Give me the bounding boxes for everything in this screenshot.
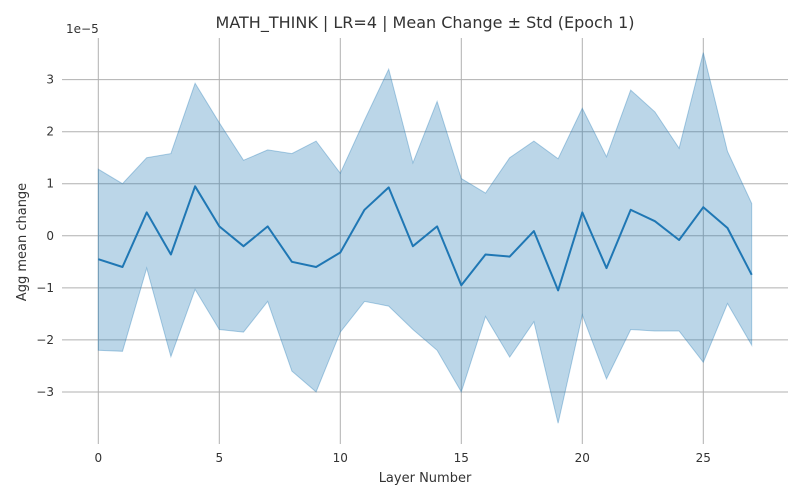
x-axis-label: Layer Number [379,471,472,486]
chart-title: MATH_THINK | LR=4 | Mean Change ± Std (E… [216,13,635,33]
x-tick-label: 25 [696,451,711,465]
y-tick-label: 1 [46,177,54,191]
y-axis-label: Agg mean change [15,183,30,301]
y-tick-label: 2 [46,125,54,139]
y-tick-labels: −3 −2 −1 0 1 2 3 [36,73,54,399]
y-tick-label: −2 [36,333,54,347]
std-band-layer [97,52,753,424]
x-tick-label: 5 [215,451,223,465]
x-tick-label: 0 [94,451,102,465]
x-tick-label: 10 [333,451,348,465]
y-tick-label: 3 [46,73,54,87]
grid [62,38,788,444]
x-tick-label: 15 [454,451,469,465]
mean-line-layer [97,185,753,292]
std-band [97,52,753,424]
mean-line [97,185,753,292]
y-axis-offset-label: 1e−5 [66,22,99,36]
y-tick-label: −3 [36,385,54,399]
x-tick-labels: 0 5 10 15 20 25 [94,451,710,465]
y-tick-label: −1 [36,281,54,295]
x-tick-label: 20 [575,451,590,465]
y-tick-label: 0 [46,229,54,243]
